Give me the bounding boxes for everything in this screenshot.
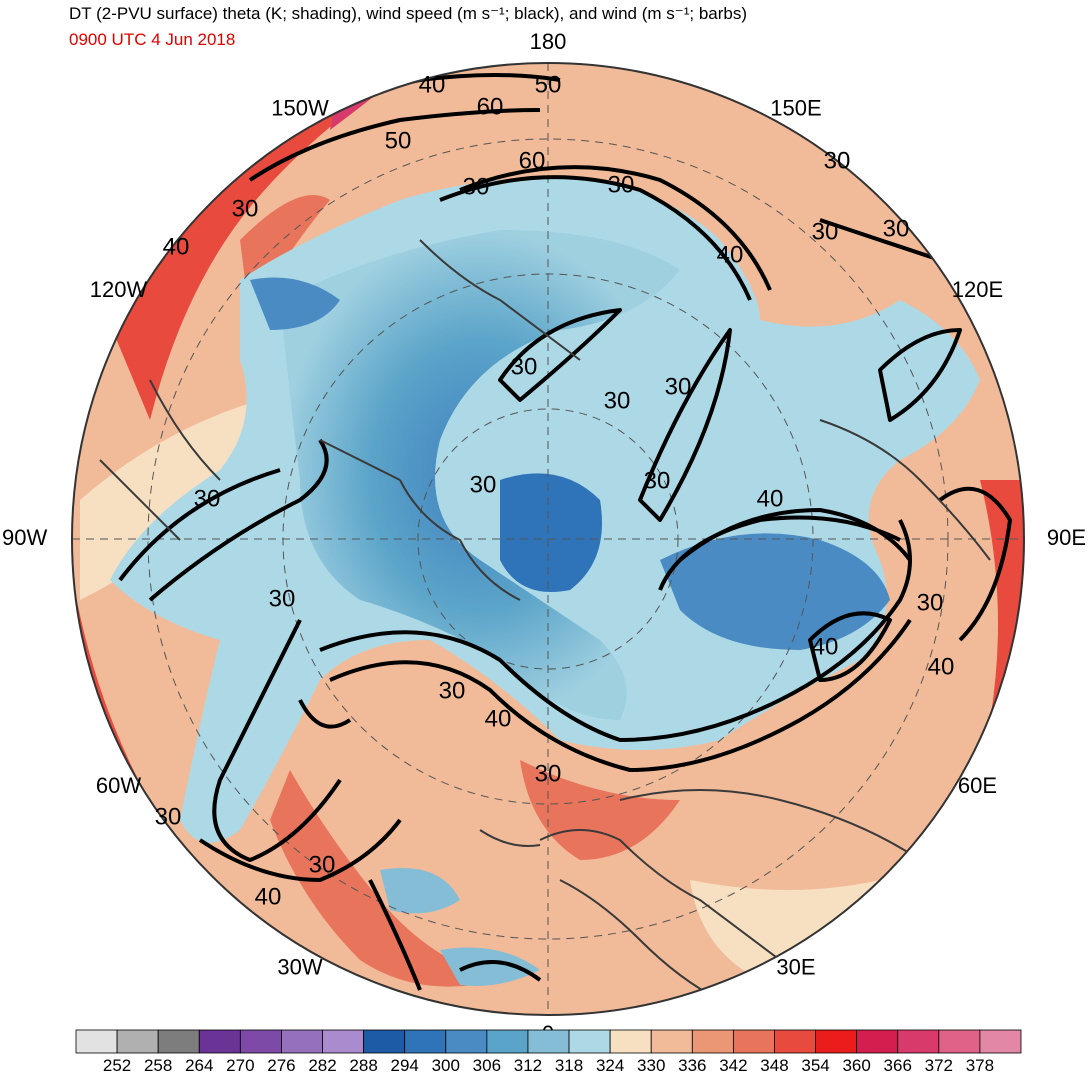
colorbar-tick-label: 372 [925, 1056, 953, 1075]
colorbar-tick-label: 276 [267, 1056, 295, 1075]
colorbar-tick-label: 324 [596, 1056, 624, 1075]
contour-label: 30 [665, 373, 692, 400]
colorbar-tick-label: 270 [226, 1056, 254, 1075]
contour-label: 30 [439, 677, 466, 704]
colorbar-swatch [897, 1029, 940, 1054]
lon-label-150w: 150W [271, 95, 329, 120]
lon-label-150e: 150E [770, 95, 821, 120]
contour-label: 30 [463, 173, 490, 200]
contour-label: 40 [255, 883, 282, 910]
lon-label-60e: 60E [958, 773, 997, 798]
colorbar-tick-label: 360 [842, 1056, 870, 1075]
colorbar-tick-label: 288 [349, 1056, 377, 1075]
colorbar-swatch [486, 1029, 529, 1054]
colorbar-swatch [856, 1029, 899, 1054]
contour-label: 30 [535, 760, 562, 787]
lon-label-90w: 90W [2, 525, 47, 550]
contour-label: 30 [644, 467, 671, 494]
colorbar-tick-label: 282 [308, 1056, 336, 1075]
contour-label: 40 [419, 71, 446, 98]
contour-label: 40 [812, 633, 839, 660]
contour-label: 40 [163, 233, 190, 260]
colorbar-tick-label: 258 [144, 1056, 172, 1075]
colorbar-swatch [404, 1029, 447, 1054]
colorbar-swatch [239, 1029, 282, 1054]
map-title: DT (2-PVU surface) theta (K; shading), w… [69, 4, 748, 23]
colorbar-tick-label: 294 [391, 1056, 419, 1075]
contour-label: 30 [511, 353, 538, 380]
colorbar-swatch [568, 1029, 611, 1054]
colorbar-swatch [691, 1029, 734, 1054]
colorbar-swatch [363, 1029, 406, 1054]
colorbar-tick-label: 330 [637, 1056, 665, 1075]
contour-label: 40 [928, 653, 955, 680]
contour-label: 30 [883, 215, 910, 242]
map-boundary [71, 62, 1025, 1016]
contour-label: 30 [470, 471, 497, 498]
contour-label: 40 [717, 241, 744, 268]
colorbar-swatch [157, 1029, 200, 1054]
contour-label: 30 [194, 485, 221, 512]
colorbar-swatch [774, 1029, 816, 1054]
lon-label-60w: 60W [96, 773, 141, 798]
wind-speed-contours [118, 73, 1012, 991]
colorbar-tick-label: 342 [719, 1056, 747, 1075]
colorbar-swatch [198, 1029, 241, 1054]
contour-label: 60 [477, 93, 504, 120]
lon-label-90e: 90E [1047, 525, 1086, 550]
contour-label: 30 [608, 171, 635, 198]
colorbar-tick-label: 306 [473, 1056, 501, 1075]
coastlines [99, 239, 991, 1001]
colorbar-tick-label: 312 [514, 1056, 542, 1075]
contour-label: 30 [812, 218, 839, 245]
colorbar-swatch [815, 1029, 858, 1054]
contour-label: 30 [917, 589, 944, 616]
contour-label: 30 [309, 851, 336, 878]
colorbar-tick-label: 354 [801, 1056, 829, 1075]
lon-label-180: 180 [530, 29, 567, 54]
lon-label-120e: 120E [952, 277, 1003, 302]
colorbar-tick-label: 366 [884, 1056, 912, 1075]
colorbar-tick-label: 300 [432, 1056, 460, 1075]
colorbar-swatch [116, 1029, 159, 1054]
colorbar-swatch [938, 1029, 981, 1054]
contour-label: 60 [519, 147, 546, 174]
colorbar-swatch [650, 1029, 693, 1054]
lon-label-30e: 30E [776, 954, 815, 979]
colorbar-swatch [322, 1029, 365, 1054]
colorbar: 252 258 264 270 276 282 288 294 300 306 312 318 324 3… [75, 1029, 1022, 1075]
contour-label: 30 [604, 387, 631, 414]
colorbar-tick-label: 252 [103, 1056, 131, 1075]
contour-label: 50 [535, 71, 562, 98]
colorbar-tick-label: 264 [185, 1056, 213, 1075]
lon-label-30w: 30W [277, 954, 322, 979]
valid-time: 0900 UTC 4 Jun 2018 [69, 30, 236, 49]
colorbar-swatch [609, 1029, 652, 1054]
contour-label: 30 [269, 585, 296, 612]
colorbar-swatch [732, 1029, 775, 1054]
colorbar-swatch [979, 1029, 1022, 1054]
colorbar-swatch [527, 1029, 570, 1054]
colorbar-tick-label: 318 [555, 1056, 583, 1075]
contour-label: 40 [757, 485, 784, 512]
colorbar-swatch [445, 1029, 488, 1054]
contour-label: 30 [824, 147, 851, 174]
longitude-labels: 180150W150E120W120E90W90E60W60E30W30E0 [2, 29, 1086, 1046]
contour-label: 30 [155, 803, 182, 830]
colorbar-tick-label: 348 [760, 1056, 788, 1075]
contour-label: 30 [232, 195, 259, 222]
colorbar-swatch [281, 1029, 323, 1054]
colorbar-tick-label: 378 [966, 1056, 994, 1075]
contour-labels: 50 40 60 50 30 60 30 30 40 30 30 30 40 30 30 30 30 30 40 30… [155, 71, 955, 910]
contour-label: 50 [385, 127, 412, 154]
colorbar-tick-label: 336 [678, 1056, 706, 1075]
contour-label: 40 [485, 705, 512, 732]
colorbar-swatch [75, 1029, 118, 1054]
lon-label-120w: 120W [90, 277, 148, 302]
